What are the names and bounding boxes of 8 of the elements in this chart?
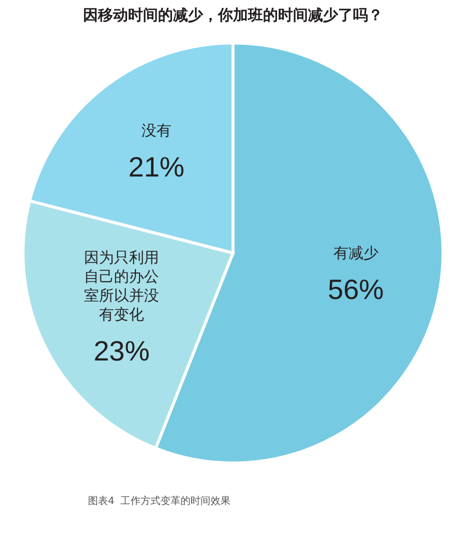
slice-label: 因为只利用自己的办公室所以并没有变化 xyxy=(84,248,160,324)
text: 图表4 工作方式变革的时间效果 xyxy=(88,494,231,508)
chart-title: 因移动时间的减少，你加班的时间减少了吗？ xyxy=(83,6,383,24)
data-label: 21% xyxy=(128,152,184,183)
slice-label: 没有 xyxy=(141,122,172,140)
slice-label: 有减少 xyxy=(333,244,378,262)
data-label: 56% xyxy=(328,274,384,305)
data-label: 23% xyxy=(94,336,150,367)
